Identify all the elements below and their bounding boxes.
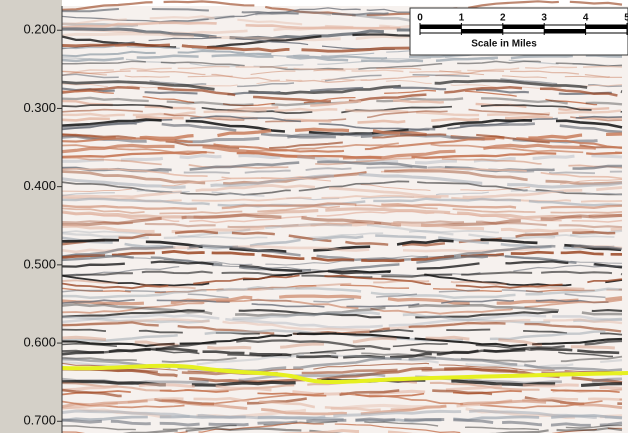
seismic-view: Scale in Miles 0 1 2 3 4 5 0.200 0.300 0.400 0.5… xyxy=(0,0,628,433)
scale-label: Scale in Miles xyxy=(471,39,537,50)
scale-segment xyxy=(420,25,461,29)
scale-tick-label: 0 xyxy=(417,13,423,24)
scale-segment xyxy=(586,25,627,29)
y-tick-label: 0.700 xyxy=(23,413,56,428)
scale-tick-label: 1 xyxy=(459,13,465,24)
scale-tick-label: 4 xyxy=(583,13,589,24)
scale-tick-label: 3 xyxy=(541,13,547,24)
scale-segment xyxy=(461,29,502,33)
scale-bar: Scale in Miles 0 1 2 3 4 5 xyxy=(410,8,628,55)
scale-segment xyxy=(544,29,585,33)
y-tick-label: 0.400 xyxy=(23,178,56,193)
scale-segment xyxy=(503,25,544,29)
y-tick-label: 0.200 xyxy=(23,22,56,37)
axis-panel xyxy=(0,0,62,433)
scale-tick-label: 2 xyxy=(500,13,506,24)
y-tick-label: 0.500 xyxy=(23,256,56,271)
y-tick-label: 0.600 xyxy=(23,335,56,350)
y-tick-label: 0.300 xyxy=(23,100,56,115)
scale-tick-label: 5 xyxy=(624,13,628,24)
